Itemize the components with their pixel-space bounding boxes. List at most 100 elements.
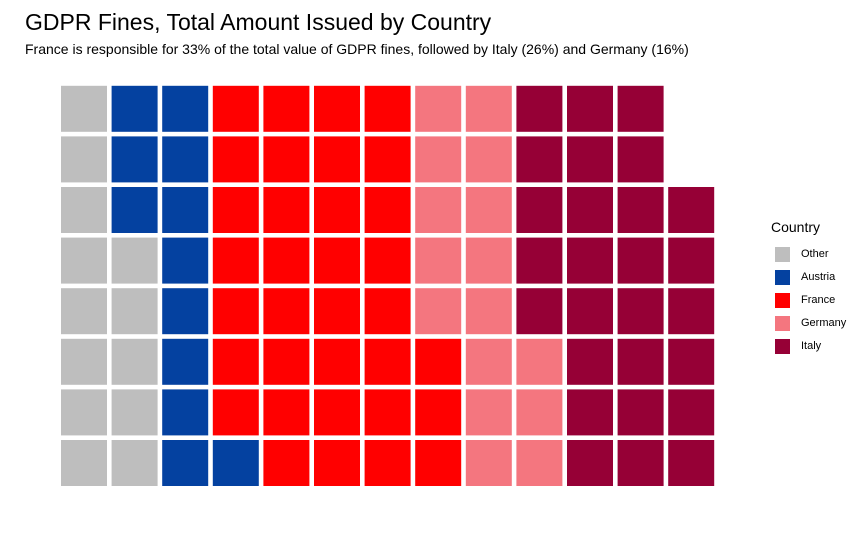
- waffle-square-italy: [617, 338, 664, 385]
- waffle-square-germany: [465, 288, 512, 335]
- waffle-square-france: [263, 136, 310, 183]
- waffle-square-italy: [668, 389, 715, 436]
- waffle-square-italy: [567, 288, 613, 335]
- waffle-square-italy: [567, 136, 613, 183]
- legend-key-austria: [775, 270, 790, 285]
- waffle-square-france: [314, 237, 360, 284]
- waffle-square-germany: [516, 389, 563, 436]
- waffle-square-france: [263, 440, 310, 486]
- waffle-square-france: [364, 288, 411, 335]
- waffle-square-france: [212, 389, 259, 436]
- legend-item-france: France: [771, 290, 861, 313]
- waffle-square-italy: [617, 85, 664, 132]
- waffle-square-germany: [415, 85, 462, 132]
- waffle-square-france: [415, 389, 462, 436]
- waffle-square-austria: [111, 187, 158, 233]
- waffle-square-france: [263, 85, 310, 132]
- waffle-square-france: [364, 440, 411, 486]
- waffle-square-italy: [567, 187, 613, 233]
- waffle-square-france: [263, 288, 310, 335]
- waffle-square-austria: [162, 389, 209, 436]
- waffle-square-france: [314, 440, 360, 486]
- waffle-square-france: [314, 389, 360, 436]
- waffle-square-italy: [668, 440, 715, 486]
- waffle-square-austria: [162, 136, 209, 183]
- legend-key-germany: [775, 316, 790, 331]
- waffle-square-italy: [567, 440, 613, 486]
- waffle-square-germany: [415, 136, 462, 183]
- legend-label-germany: Germany: [801, 317, 847, 329]
- waffle-square-germany: [415, 187, 462, 233]
- legend: Country Other Austria France Germany Ita…: [771, 218, 861, 359]
- waffle-square-other: [61, 288, 107, 335]
- waffle-square-italy: [668, 338, 715, 385]
- waffle-square-austria: [162, 288, 209, 335]
- waffle-square-austria: [162, 187, 209, 233]
- waffle-square-italy: [617, 440, 664, 486]
- waffle-square-france: [364, 136, 411, 183]
- waffle-square-other: [61, 85, 107, 132]
- waffle-square-germany: [516, 440, 563, 486]
- waffle-square-france: [212, 85, 259, 132]
- waffle-square-italy: [617, 389, 664, 436]
- waffle-square-france: [314, 187, 360, 233]
- waffle-square-austria: [162, 237, 209, 284]
- waffle-square-other: [61, 440, 107, 486]
- waffle-square-italy: [617, 237, 664, 284]
- waffle-square-italy: [617, 288, 664, 335]
- waffle-square-germany: [465, 237, 512, 284]
- waffle-square-germany: [415, 288, 462, 335]
- waffle-square-germany: [415, 237, 462, 284]
- chart-subtitle: France is responsible for 33% of the tot…: [25, 41, 689, 57]
- waffle-square-france: [314, 288, 360, 335]
- legend-label-other: Other: [801, 248, 829, 260]
- waffle-square-other: [111, 237, 158, 284]
- waffle-square-france: [314, 338, 360, 385]
- waffle-square-germany: [465, 136, 512, 183]
- waffle-square-italy: [567, 338, 613, 385]
- waffle-square-france: [314, 85, 360, 132]
- waffle-square-france: [364, 389, 411, 436]
- waffle-square-other: [61, 338, 107, 385]
- waffle-square-italy: [567, 85, 613, 132]
- waffle-square-austria: [111, 85, 158, 132]
- waffle-square-other: [111, 440, 158, 486]
- legend-title: Country: [771, 219, 821, 235]
- waffle-square-italy: [668, 288, 715, 335]
- waffle-square-austria: [111, 136, 158, 183]
- waffle-square-other: [61, 187, 107, 233]
- waffle-square-italy: [516, 187, 563, 233]
- waffle-square-france: [263, 237, 310, 284]
- waffle-square-germany: [465, 389, 512, 436]
- waffle-square-france: [364, 237, 411, 284]
- waffle-square-italy: [516, 136, 563, 183]
- waffle-square-austria: [162, 338, 209, 385]
- waffle-square-italy: [617, 187, 664, 233]
- legend-label-austria: Austria: [801, 271, 836, 283]
- waffle-square-italy: [516, 85, 563, 132]
- waffle-square-austria: [162, 440, 209, 486]
- waffle-square-france: [415, 338, 462, 385]
- waffle-square-france: [364, 187, 411, 233]
- waffle-square-germany: [465, 187, 512, 233]
- waffle-square-italy: [516, 288, 563, 335]
- waffle-square-france: [415, 440, 462, 486]
- waffle-square-other: [111, 389, 158, 436]
- waffle-square-france: [364, 85, 411, 132]
- waffle-square-france: [212, 288, 259, 335]
- waffle-square-france: [212, 237, 259, 284]
- waffle-square-italy: [617, 136, 664, 183]
- waffle-square-italy: [668, 187, 715, 233]
- chart-title: GDPR Fines, Total Amount Issued by Count…: [25, 9, 492, 35]
- waffle-square-france: [212, 338, 259, 385]
- legend-key-france: [775, 293, 790, 308]
- waffle-square-austria: [162, 85, 209, 132]
- waffle-square-germany: [465, 85, 512, 132]
- waffle-square-france: [314, 136, 360, 183]
- waffle-square-other: [111, 288, 158, 335]
- legend-key-italy: [775, 339, 790, 354]
- waffle-square-austria: [212, 440, 259, 486]
- waffle-square-germany: [465, 440, 512, 486]
- waffle-square-germany: [516, 338, 563, 385]
